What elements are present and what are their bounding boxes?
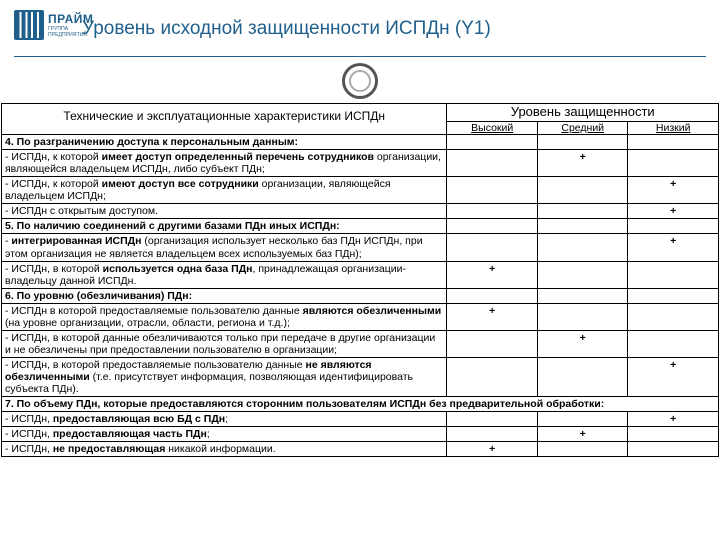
table-row: - ИСПДн, в которой предоставляемые польз… (2, 358, 719, 397)
criterion-cell: - ИСПДн с открытым доступом. (2, 204, 447, 219)
cell-med (537, 204, 628, 219)
table-row: 6. По уровню (обезличивания) ПДн: (2, 288, 719, 303)
section-cell: 4. По разграничению доступа к персональн… (2, 135, 447, 150)
cell-med (537, 234, 628, 261)
cell-low: + (628, 177, 719, 204)
section-cell: 5. По наличию соединений с другими базам… (2, 219, 447, 234)
circle-decoration-icon (342, 63, 378, 99)
section-span-cell: 7. По объему ПДн, которые предоставляютс… (2, 397, 719, 412)
brand-name: ПРАЙМ (48, 12, 93, 26)
criterion-cell: - ИСПДн, в которой данные обезличиваются… (2, 330, 447, 357)
cell-high (447, 358, 538, 397)
cell-low: + (628, 234, 719, 261)
cell-high: + (447, 303, 538, 330)
cell-med (537, 261, 628, 288)
cell-high (447, 234, 538, 261)
criterion-cell: - ИСПДн, в которой используется одна баз… (2, 261, 447, 288)
cell-low: + (628, 358, 719, 397)
criterion-cell: - ИСПДн, к которой имеют доступ все сотр… (2, 177, 447, 204)
slide-header: ПРАЙМ ГРУППА ПРЕДПРИЯТИЙ Уровень исходно… (0, 0, 720, 52)
cell-low: + (628, 412, 719, 427)
table-row: - ИСПДн с открытым доступом. + (2, 204, 719, 219)
cell-high (447, 204, 538, 219)
cell-high (447, 412, 538, 427)
cell-med: + (537, 150, 628, 177)
cell-high (447, 219, 538, 234)
criterion-cell: - ИСПДн, не предоставляющая никакой инфо… (2, 442, 447, 457)
table-row: - ИСПДн, в которой данные обезличиваются… (2, 330, 719, 357)
table-row: - ИСПДн, к которой имеют доступ все сотр… (2, 177, 719, 204)
cell-high: + (447, 261, 538, 288)
logo-bars-icon (14, 10, 44, 40)
cell-med: + (537, 427, 628, 442)
header-rule (14, 56, 706, 57)
table-row: - ИСПДн, не предоставляющая никакой инфо… (2, 442, 719, 457)
cell-low: + (628, 204, 719, 219)
criterion-cell: - ИСПДн, к которой имеет доступ определе… (2, 150, 447, 177)
table-row: - ИСПДн в которой предоставляемые пользо… (2, 303, 719, 330)
assessment-table: Технические и эксплуатационные характери… (1, 103, 719, 457)
col-header-low: Низкий (628, 121, 719, 134)
criterion-cell: - интегрированная ИСПДн (организация исп… (2, 234, 447, 261)
cell-low (628, 135, 719, 150)
cell-low (628, 261, 719, 288)
brand-logo: ПРАЙМ ГРУППА ПРЕДПРИЯТИЙ (14, 10, 70, 48)
table-row: 5. По наличию соединений с другими базам… (2, 219, 719, 234)
table-row: 4. По разграничению доступа к персональн… (2, 135, 719, 150)
table-row: - ИСПДн, в которой используется одна баз… (2, 261, 719, 288)
cell-low (628, 150, 719, 177)
cell-med (537, 219, 628, 234)
cell-high (447, 177, 538, 204)
cell-low (628, 427, 719, 442)
cell-med (537, 442, 628, 457)
col-header-tech: Технические и эксплуатационные характери… (2, 104, 447, 135)
cell-high (447, 330, 538, 357)
cell-low (628, 288, 719, 303)
table-row: - интегрированная ИСПДн (организация исп… (2, 234, 719, 261)
cell-med (537, 135, 628, 150)
col-header-med: Средний (537, 121, 628, 134)
cell-med: + (537, 330, 628, 357)
cell-high (447, 288, 538, 303)
criterion-cell: - ИСПДн, в которой предоставляемые польз… (2, 358, 447, 397)
table-row: 7. По объему ПДн, которые предоставляютс… (2, 397, 719, 412)
cell-low (628, 219, 719, 234)
table-row: - ИСПДн, предоставляющая всю БД с ПДн; + (2, 412, 719, 427)
table-row: - ИСПДн, предоставляющая часть ПДн; + (2, 427, 719, 442)
table-head: Технические и эксплуатационные характери… (2, 104, 719, 135)
cell-med (537, 358, 628, 397)
col-header-high: Высокий (447, 121, 538, 134)
cell-med (537, 177, 628, 204)
cell-low (628, 303, 719, 330)
brand-sub: ГРУППА ПРЕДПРИЯТИЙ (48, 26, 87, 38)
cell-med (537, 288, 628, 303)
cell-high (447, 427, 538, 442)
cell-high (447, 150, 538, 177)
section-cell: 6. По уровню (обезличивания) ПДн: (2, 288, 447, 303)
slide-title: Уровень исходной защищенности ИСПДн (Y1) (82, 18, 491, 40)
cell-med (537, 303, 628, 330)
criterion-cell: - ИСПДн, предоставляющая часть ПДн; (2, 427, 447, 442)
cell-high: + (447, 442, 538, 457)
cell-low (628, 330, 719, 357)
table-row: - ИСПДн, к которой имеет доступ определе… (2, 150, 719, 177)
table-body: 4. По разграничению доступа к персональн… (2, 135, 719, 457)
cell-med (537, 412, 628, 427)
criterion-cell: - ИСПДн, предоставляющая всю БД с ПДн; (2, 412, 447, 427)
cell-low (628, 442, 719, 457)
criterion-cell: - ИСПДн в которой предоставляемые пользо… (2, 303, 447, 330)
col-header-level: Уровень защищенности (447, 104, 719, 122)
cell-high (447, 135, 538, 150)
